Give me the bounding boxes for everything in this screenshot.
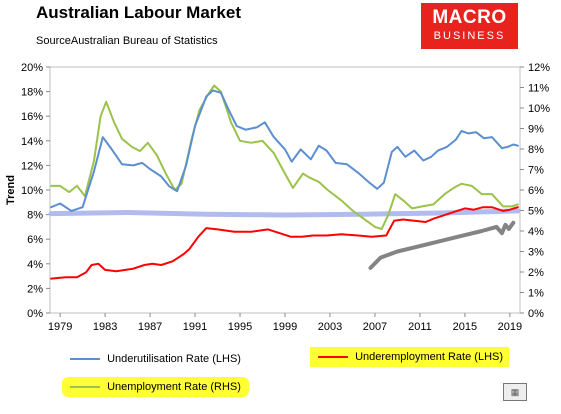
legend-label-underemployment: Underemployment Rate (LHS) bbox=[355, 351, 504, 363]
y-right-tick-label: 0% bbox=[528, 308, 544, 320]
x-tick-label: 1995 bbox=[228, 321, 252, 333]
chart-title: Australian Labour Market bbox=[36, 3, 241, 22]
y-right-tick-label: 7% bbox=[528, 165, 544, 177]
series-line-underutilisation bbox=[50, 89, 519, 212]
y-left-tick-label: 6% bbox=[27, 234, 43, 246]
legend-swatch-underemployment bbox=[318, 356, 348, 359]
series-band-rising bbox=[368, 220, 516, 270]
legend-item-underemployment: Underemployment Rate (LHS) bbox=[310, 347, 510, 367]
y-left-tick-label: 12% bbox=[21, 160, 43, 172]
x-tick-label: 2015 bbox=[453, 321, 477, 333]
x-tick-label: 1987 bbox=[138, 321, 162, 333]
y-left-tick-label: 10% bbox=[21, 185, 43, 197]
series-line-unemployment bbox=[50, 84, 519, 230]
x-tick-label: 1983 bbox=[93, 321, 117, 333]
y-left-tick-label: 14% bbox=[21, 136, 43, 148]
y-right-tick-label: 4% bbox=[528, 226, 544, 238]
y-left-tick-label: 2% bbox=[27, 283, 43, 295]
y-left-tick-label: 8% bbox=[27, 210, 43, 222]
y-left-tick-label: 16% bbox=[21, 111, 43, 123]
chart-subtitle: SourceAustralian Bureau of Statistics bbox=[36, 35, 218, 47]
y-right-tick-label: 11% bbox=[528, 83, 549, 95]
macrobusiness-logo: MACRO BUSINESS bbox=[421, 3, 518, 49]
legend-label-unemployment: Unemployment Rate (RHS) bbox=[107, 381, 241, 393]
y-left-tick-label: 18% bbox=[21, 87, 43, 99]
legend-item-underutilisation: Underutilisation Rate (LHS) bbox=[70, 351, 241, 367]
legend-label-underutilisation: Underutilisation Rate (LHS) bbox=[107, 353, 241, 365]
y-axis-label: Trend bbox=[5, 175, 17, 205]
x-tick-label: 2019 bbox=[498, 321, 522, 333]
y-right-tick-label: 6% bbox=[528, 185, 544, 197]
series-line-underemployment bbox=[50, 206, 519, 280]
series-band-flat bbox=[48, 208, 521, 218]
legend-item-unemployment: Unemployment Rate (RHS) bbox=[62, 377, 249, 397]
y-left-tick-label: 0% bbox=[27, 308, 43, 320]
watermark-stamp-icon: ▦ bbox=[503, 383, 527, 401]
x-tick-label: 2011 bbox=[408, 321, 432, 333]
y-right-tick-label: 2% bbox=[528, 267, 544, 279]
y-right-tick-label: 12% bbox=[528, 62, 550, 74]
x-tick-label: 1991 bbox=[183, 321, 207, 333]
y-right-tick-label: 3% bbox=[528, 247, 544, 259]
y-left-tick-label: 20% bbox=[21, 62, 43, 74]
x-tick-label: 1999 bbox=[273, 321, 297, 333]
logo-line-1: MACRO bbox=[432, 7, 507, 28]
y-right-tick-label: 8% bbox=[528, 144, 544, 156]
y-right-tick-label: 5% bbox=[528, 206, 544, 218]
x-tick-label: 2003 bbox=[318, 321, 342, 333]
legend-swatch-underutilisation bbox=[70, 358, 100, 361]
logo-line-2: BUSINESS bbox=[433, 30, 506, 42]
y-right-tick-label: 9% bbox=[528, 124, 544, 136]
legend-swatch-unemployment bbox=[70, 386, 100, 389]
y-right-tick-label: 10% bbox=[528, 103, 550, 115]
y-right-tick-label: 1% bbox=[528, 288, 544, 300]
x-tick-label: 2007 bbox=[363, 321, 387, 333]
x-tick-label: 1979 bbox=[48, 321, 72, 333]
y-left-tick-label: 4% bbox=[27, 259, 43, 271]
